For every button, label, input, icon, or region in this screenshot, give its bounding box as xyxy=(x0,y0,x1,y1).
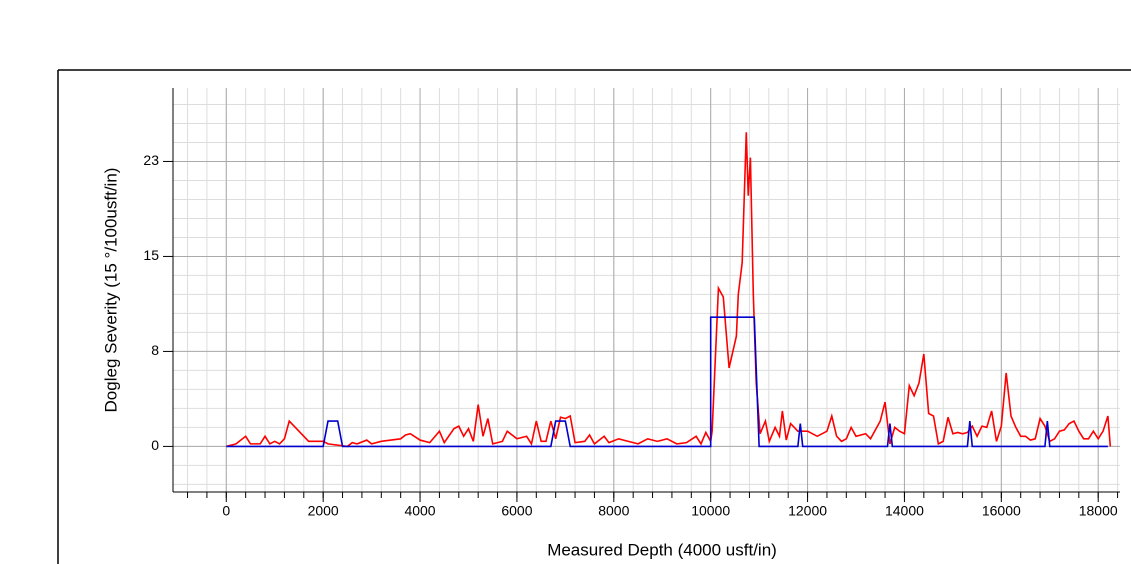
y-tick-label: 23 xyxy=(143,152,159,168)
series-line xyxy=(226,316,1108,448)
x-axis-label: Measured Depth (4000 usft/in) xyxy=(547,540,777,559)
x-tick-label: 6000 xyxy=(501,503,532,519)
x-tick-label: 0 xyxy=(222,503,230,519)
x-tick-label: 14000 xyxy=(885,503,924,519)
series-line xyxy=(226,132,1112,448)
x-tick-label: 2000 xyxy=(308,503,339,519)
x-tick-label: 8000 xyxy=(598,503,629,519)
y-axis-label: Dogleg Severity (15 °/100usft/in) xyxy=(101,168,120,413)
y-tick-label: 0 xyxy=(151,437,159,453)
x-tick-label: 4000 xyxy=(404,503,435,519)
x-tick-label: 12000 xyxy=(788,503,827,519)
y-tick-label: 8 xyxy=(151,342,159,358)
y-tick-label: 15 xyxy=(143,247,159,263)
x-tick-label: 16000 xyxy=(982,503,1021,519)
x-tick-label: 18000 xyxy=(1079,503,1118,519)
x-tick-label: 10000 xyxy=(691,503,730,519)
